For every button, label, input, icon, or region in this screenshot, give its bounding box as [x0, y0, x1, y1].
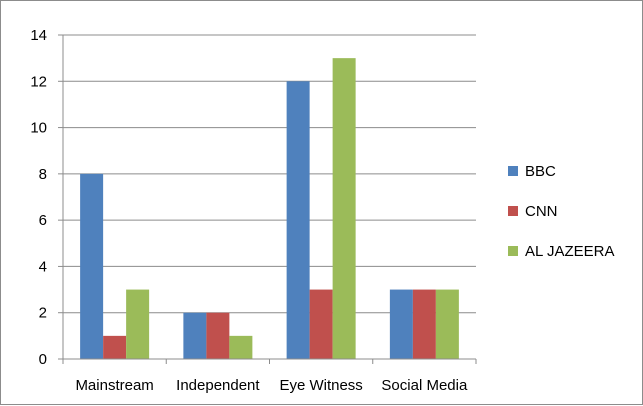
y-tick-label: 12: [30, 73, 47, 90]
y-tick-label: 8: [39, 166, 47, 183]
legend-label: AL JAZEERA: [525, 243, 614, 260]
y-axis-ticks: 0 2 4 6 8 10 12 14: [30, 27, 63, 368]
bar-cnn: [412, 289, 436, 359]
legend: BBC CNN AL JAZEERA: [508, 163, 614, 260]
y-tick-label: 0: [39, 351, 47, 368]
y-tick-label: 4: [39, 258, 47, 275]
bar-bbc: [183, 312, 207, 359]
legend-label: BBC: [525, 163, 556, 180]
bar-al-jazeera: [126, 289, 150, 359]
x-category-label: Independent: [176, 377, 260, 394]
bar-cnn: [103, 335, 127, 359]
bar-bbc: [80, 173, 104, 359]
bar-bbc: [389, 289, 413, 359]
legend-swatch: [508, 246, 518, 256]
y-tick-label: 6: [39, 212, 47, 229]
bars: [80, 58, 459, 360]
x-category-label: Eye Witness: [279, 377, 362, 394]
bar-al-jazeera: [229, 335, 253, 359]
bar-al-jazeera: [435, 289, 459, 359]
y-tick-label: 10: [30, 120, 47, 137]
legend-label: CNN: [525, 203, 558, 220]
bar-al-jazeera: [332, 58, 356, 360]
legend-swatch: [508, 166, 518, 176]
x-category-label: Social Media: [381, 377, 468, 394]
axes: [62, 35, 477, 364]
bar-cnn: [309, 289, 333, 359]
legend-swatch: [508, 206, 518, 216]
bar-cnn: [206, 312, 230, 359]
x-axis-labels: Mainstream Independent Eye Witness Social M…: [75, 377, 468, 394]
y-tick-label: 14: [30, 27, 47, 44]
y-tick-label: 2: [39, 305, 47, 322]
bar-bbc: [286, 81, 310, 360]
x-category-label: Mainstream: [75, 377, 153, 394]
